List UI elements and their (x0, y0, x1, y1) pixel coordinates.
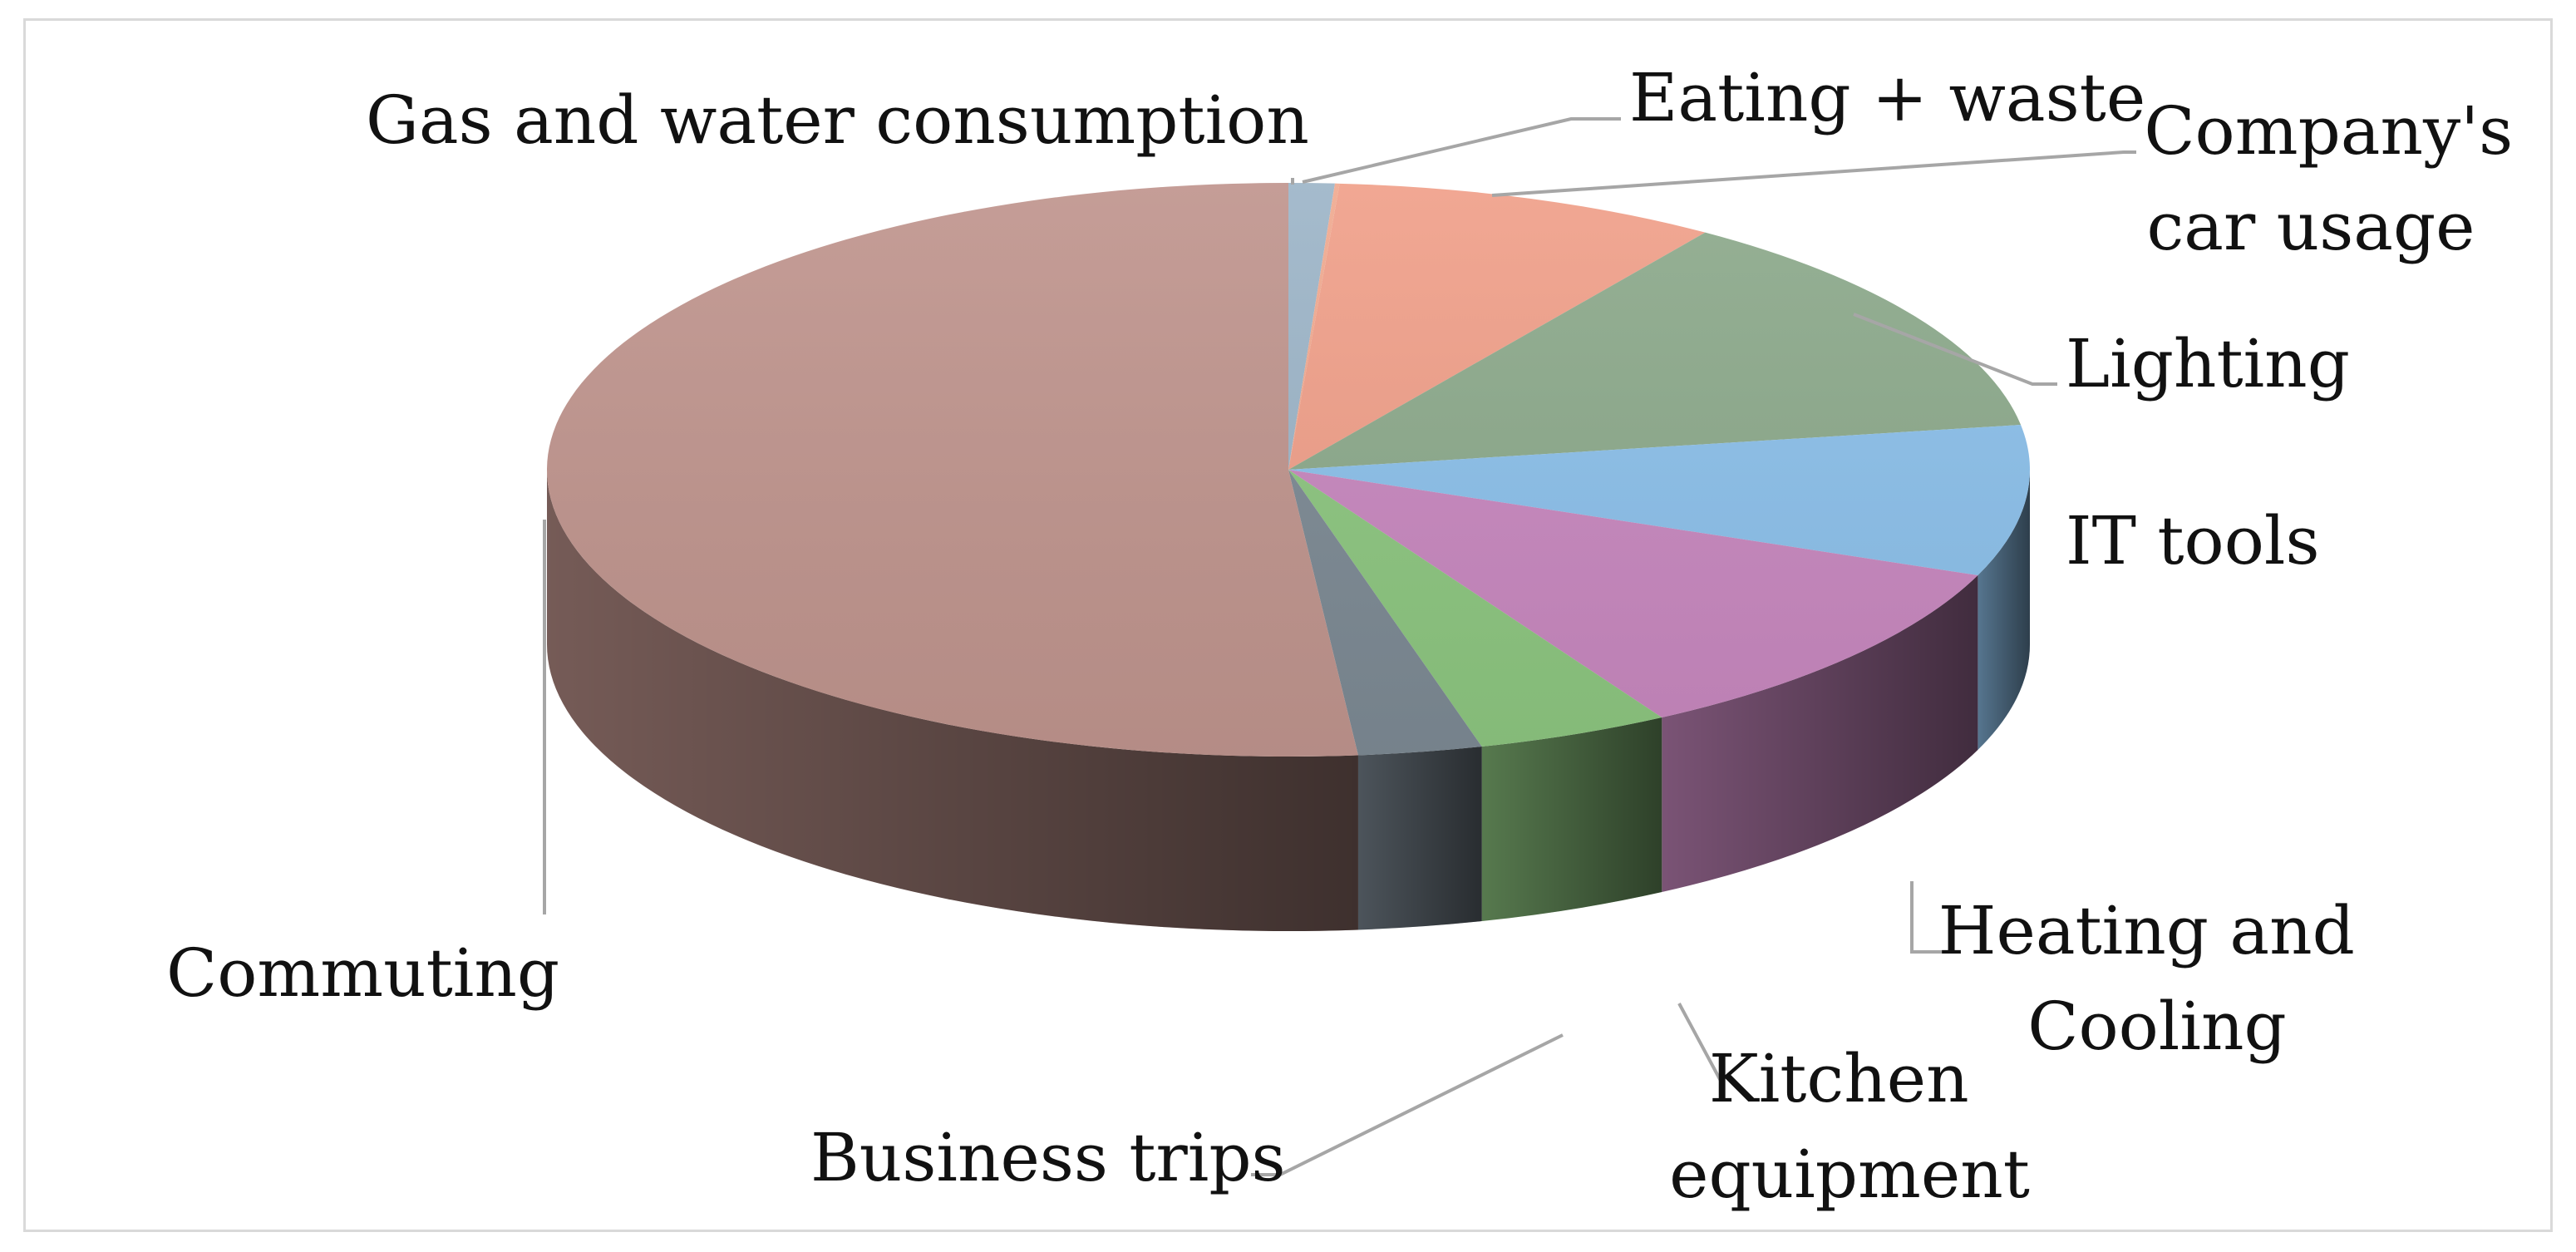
pie-side-heating-and-cooling (1662, 575, 1978, 893)
slice-label-business-trips: Business trips (810, 1119, 1286, 1196)
slice-label-company-car-line1: Company's (2144, 92, 2513, 170)
slice-label-kitchen: Kitchen equipment (1669, 1040, 2030, 1213)
slice-label-company-car: Company's car usage (2144, 92, 2534, 265)
leader-lines (543, 117, 2136, 1176)
leader-business-trips (1251, 1033, 1564, 1176)
pie-top-shade (547, 183, 2030, 757)
pie-side-shade (1978, 470, 2030, 751)
slice-label-it-tools: IT tools (2066, 502, 2320, 579)
slice-label-kitchen-line2: equipment (1669, 1136, 2030, 1213)
pie-side-shade (1481, 717, 1662, 922)
pie-side-kitchen-equipment (1481, 717, 1662, 922)
slice-label-heating-cooling: Heating and Cooling (1938, 892, 2377, 1065)
pie-side-shade (1357, 747, 1482, 930)
slice-label-gas-water: Gas and water consumption (366, 81, 1309, 159)
pie-side-commuting (547, 470, 1358, 931)
leader-eating-waste (1302, 117, 1621, 184)
pie-side-it-tools (1978, 470, 2030, 751)
pie-top-layer (546, 183, 2030, 757)
pie-side-layer (547, 470, 2030, 931)
pie-side-shade (547, 470, 1358, 931)
leader-kitchen (1677, 1003, 1722, 1082)
slice-label-eating-waste: Eating + waste (1629, 59, 2145, 136)
slice-label-company-car-line2: car usage (2147, 188, 2475, 265)
pie-side-shade (1662, 575, 1978, 893)
slice-label-commuting: Commuting (166, 934, 559, 1012)
leader-heating-cooling (1910, 881, 1945, 954)
slice-label-lighting: Lighting (2066, 325, 2350, 402)
pie-side-business-trips (1357, 747, 1482, 930)
slice-label-heating-line1: Heating and (1938, 892, 2355, 969)
leader-lighting (1853, 313, 2057, 386)
leader-company-car (1491, 150, 2136, 197)
slice-label-heating-line2: Cooling (2027, 988, 2286, 1065)
slice-label-kitchen-line1: Kitchen (1709, 1040, 1969, 1117)
